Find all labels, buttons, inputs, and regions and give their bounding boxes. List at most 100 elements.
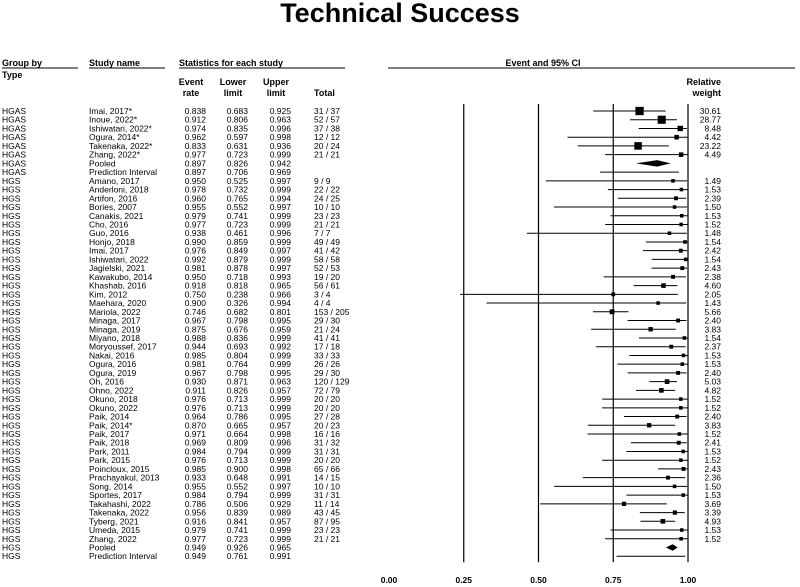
table-row: HGS Amano, 2017 0.950 0.525 0.997 9 / 9 1.49 [2, 176, 721, 186]
point-estimate-square [634, 142, 642, 150]
lower-limit-cell: 0.713 [227, 455, 249, 465]
event-rate-cell: 0.981 [185, 359, 207, 369]
table-row: HGS Nakai, 2016 0.985 0.804 0.999 33 / 33 1.53 [2, 350, 721, 360]
group-cell: HGS [2, 438, 21, 448]
upper-limit-cell: 0.994 [270, 193, 292, 203]
study-name-cell: Guo, 2016 [89, 228, 129, 238]
table-row: HGS Anderloni, 2018 0.978 0.732 0.999 22 / 22… [2, 185, 721, 195]
lower-limit-cell: 0.741 [227, 211, 249, 221]
study-name-cell: Canakis, 2021 [89, 211, 144, 221]
total-cell: 21 / 21 [314, 219, 340, 229]
table-row: HGS Paik, 2018 0.969 0.809 0.996 31 / 32 2.41 [2, 438, 721, 448]
group-cell: HGS [2, 473, 21, 483]
event-rate-cell: 0.786 [185, 499, 207, 509]
upper-limit-cell: 0.995 [270, 412, 292, 422]
group-cell: HGS [2, 368, 21, 378]
plot-marks [460, 106, 688, 557]
event-rate-cell: 0.950 [185, 272, 207, 282]
lower-limit-cell: 0.798 [227, 316, 249, 326]
group-cell: HGS [2, 316, 21, 326]
point-estimate-square [681, 493, 685, 497]
total-cell: 20 / 20 [314, 394, 340, 404]
upper-limit-cell: 0.999 [270, 211, 292, 221]
upper-limit-cell: 0.999 [270, 185, 292, 195]
event-rate-cell: 0.875 [185, 324, 207, 334]
event-rate-cell: 0.950 [185, 176, 207, 186]
lower-limit-cell: 0.826 [227, 385, 249, 395]
upper-limit-cell: 0.997 [270, 176, 292, 186]
weight-cell: 2.37 [704, 342, 721, 352]
table-row: HGS Cho, 2016 0.977 0.723 0.999 21 / 21 1.52 [2, 219, 721, 229]
event-rate-cell: 0.911 [185, 385, 206, 395]
study-name-cell: Tyberg, 2021 [89, 516, 139, 526]
point-estimate-square [679, 536, 683, 541]
lower-limit-cell: 0.871 [227, 377, 249, 387]
total-cell: 31 / 31 [314, 490, 340, 500]
study-name-cell: Park, 2011 [89, 446, 130, 456]
point-estimate-square [646, 423, 652, 428]
event-rate-cell: 0.969 [185, 438, 207, 448]
total-cell: 21 / 21 [314, 534, 340, 544]
lower-limit-cell: 0.723 [227, 150, 249, 160]
point-estimate-square [672, 484, 677, 489]
event-rate-cell: 0.746 [185, 307, 207, 317]
weight-cell: 1.50 [704, 481, 721, 491]
lower-limit-cell: 0.878 [227, 263, 249, 273]
upper-limit-cell: 0.998 [270, 132, 292, 142]
table-row: HGS Paik, 2014 0.964 0.786 0.995 27 / 28 2.40 [2, 412, 721, 422]
study-name-cell: Umeda, 2015 [89, 525, 140, 535]
group-cell: HGS [2, 307, 21, 317]
study-name-cell: Minaga, 2019 [89, 324, 141, 334]
lower-limit-cell: 0.765 [227, 193, 249, 203]
group-cell: HGS [2, 342, 21, 352]
total-cell: 23 / 23 [314, 525, 340, 535]
table-row: HGAS Takenaka, 2022* 0.833 0.631 0.936 20 / 2… [2, 141, 721, 151]
weight-cell: 3.83 [704, 324, 721, 334]
table-row: HGS Song, 2014 0.955 0.552 0.997 10 / 10 1.50 [2, 481, 721, 491]
point-estimate-square [678, 152, 684, 157]
lower-limit-cell: 0.806 [227, 115, 249, 125]
lower-limit-cell: 0.552 [227, 202, 249, 212]
point-estimate-square [661, 283, 666, 288]
lower-limit-cell: 0.900 [227, 464, 249, 474]
total-cell: 41 / 42 [314, 246, 340, 256]
total-cell: 20 / 23 [314, 420, 340, 430]
total-cell: 23 / 23 [314, 211, 340, 221]
total-cell: 72 / 79 [314, 385, 340, 395]
study-name-cell: Maehara, 2020 [89, 298, 146, 308]
event-rate-cell: 0.976 [185, 455, 207, 465]
point-estimate-square [679, 397, 683, 401]
header-event-rate: rate [183, 88, 200, 98]
weight-cell: 1.53 [704, 350, 721, 360]
point-estimate-square [683, 240, 687, 244]
weight-cell: 1.52 [704, 219, 721, 229]
lower-limit-cell: 0.682 [227, 307, 249, 317]
point-estimate-square [666, 475, 670, 480]
group-cell: HGS [2, 281, 21, 291]
group-cell: HGS [2, 289, 21, 299]
event-rate-cell: 0.838 [185, 106, 207, 116]
group-cell: HGS [2, 551, 21, 561]
point-estimate-square [677, 125, 683, 132]
event-rate-cell: 0.930 [185, 377, 207, 387]
point-estimate-square [675, 414, 680, 419]
event-rate-cell: 0.916 [185, 516, 207, 526]
point-estimate-square [680, 362, 685, 366]
group-cell: HGS [2, 254, 21, 264]
table-row: HGS Moryoussef, 2017 0.944 0.693 0.992 17 / 1… [2, 342, 721, 352]
lower-limit-cell: 0.836 [227, 333, 249, 343]
point-estimate-square [679, 187, 684, 192]
upper-limit-cell: 0.993 [270, 272, 292, 282]
group-cell: HGS [2, 481, 21, 491]
weight-cell: 2.43 [704, 464, 721, 474]
study-name-cell: Ogura, 2019 [89, 368, 137, 378]
weight-cell: 1.49 [704, 176, 721, 186]
study-name-cell: Okuno, 2018 [89, 394, 138, 404]
weight-cell: 5.03 [704, 377, 721, 387]
total-cell: 9 / 9 [314, 176, 331, 186]
weight-cell: 1.53 [704, 446, 721, 456]
total-cell: 27 / 28 [314, 412, 340, 422]
lower-limit-cell: 0.713 [227, 403, 249, 413]
total-cell: 65 / 66 [314, 464, 340, 474]
table-row: HGS Takenaka, 2022 0.956 0.839 0.989 43 / 45 3… [2, 508, 721, 518]
